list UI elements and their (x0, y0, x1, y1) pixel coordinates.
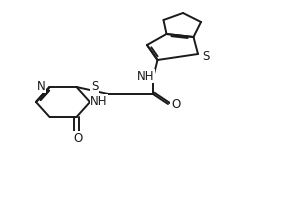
Text: S: S (91, 80, 98, 93)
Text: N: N (37, 80, 46, 93)
Text: NH: NH (137, 70, 154, 83)
Text: O: O (171, 98, 180, 112)
Text: NH: NH (90, 95, 108, 108)
Text: O: O (74, 132, 82, 145)
Text: S: S (203, 49, 210, 62)
